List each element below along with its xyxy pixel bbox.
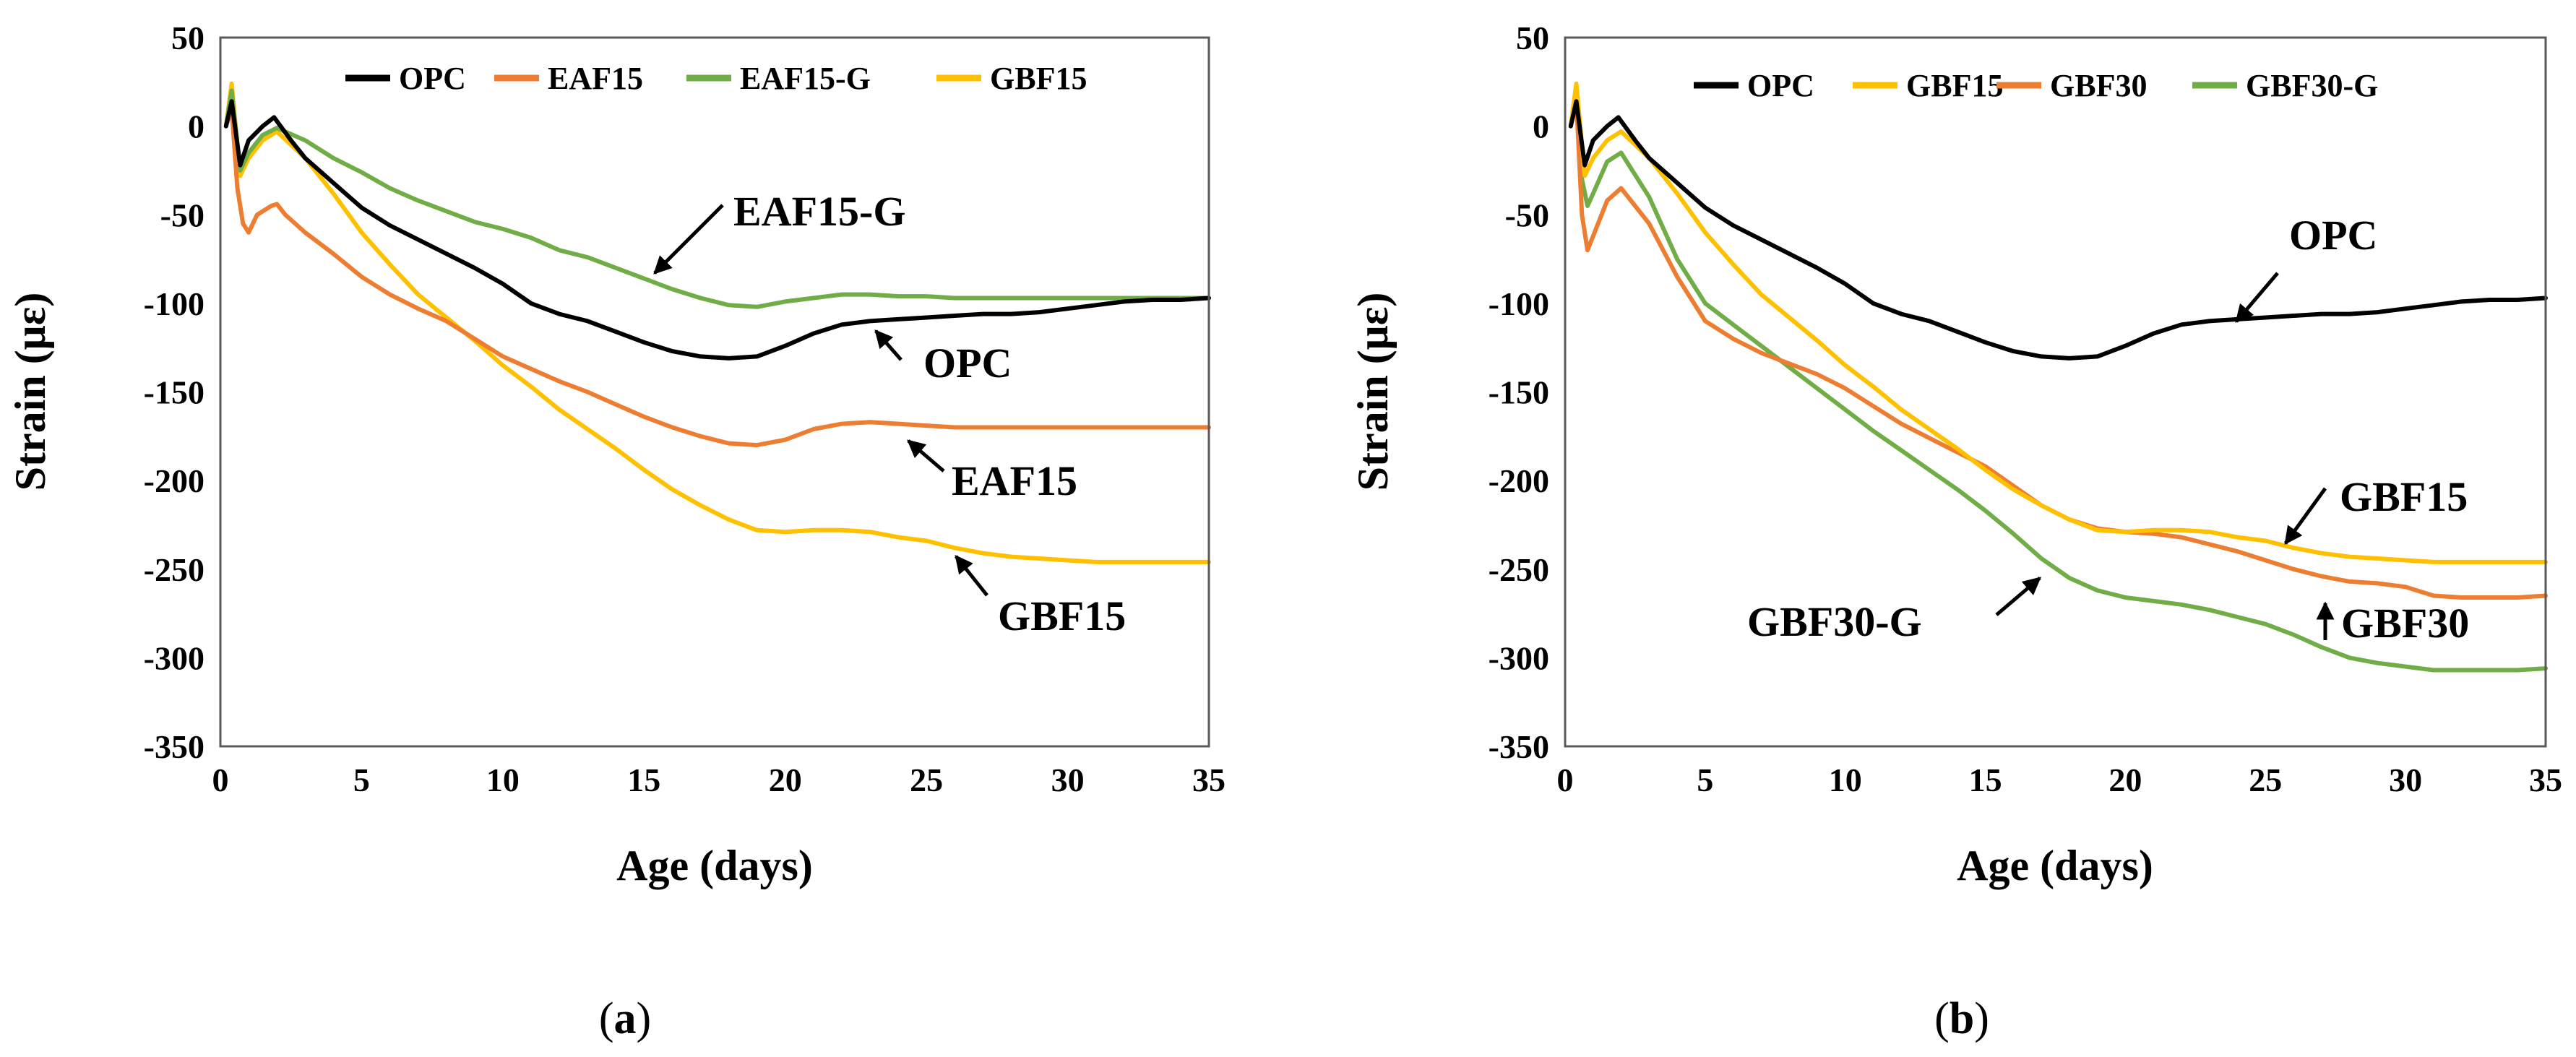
- x-tick-label: 35: [2529, 762, 2562, 798]
- x-tick-label: 20: [769, 762, 802, 798]
- plot-area-frame: [1564, 36, 2547, 748]
- annotation-arrow: [2283, 487, 2327, 545]
- y-tick-label: -250: [1489, 551, 1549, 588]
- legend-label-gbf15: GBF15: [990, 61, 1087, 96]
- x-tick-label: 15: [627, 762, 660, 798]
- x-axis-title: Age (days): [616, 842, 813, 889]
- series-line-opc: [223, 99, 1211, 361]
- y-tick-label: -350: [144, 728, 204, 765]
- legend-box: [1687, 60, 2540, 111]
- y-tick-label: -300: [144, 639, 204, 676]
- y-tick-label: -250: [144, 551, 204, 588]
- annotation-arrow: [2235, 272, 2279, 323]
- annotation-arrow: [653, 204, 724, 275]
- annotation-label-eaf15-g: EAF15-G: [733, 188, 905, 235]
- series-line-gbf30-g: [1568, 88, 2548, 673]
- x-tick-label: 10: [1829, 762, 1862, 798]
- y-tick-label: -200: [1489, 462, 1549, 499]
- y-tick-label: -100: [144, 285, 204, 322]
- x-tick-label: 20: [2108, 762, 2142, 798]
- legend-label-eaf15-g: EAF15-G: [740, 61, 871, 96]
- x-tick-label: 10: [486, 762, 520, 798]
- x-tick-label: 5: [1697, 762, 1713, 798]
- legend-box: [340, 53, 1203, 103]
- x-tick-label: 0: [1557, 762, 1574, 798]
- panel-caption: (a): [599, 994, 651, 1043]
- annotation-arrow: [955, 555, 988, 597]
- annotation-label-gbf15: GBF15: [998, 592, 1126, 639]
- y-tick-label: 50: [171, 20, 204, 56]
- annotation-label-opc: OPC: [923, 340, 1012, 387]
- x-tick-label: 25: [2249, 762, 2282, 798]
- series-line-gbf30: [1568, 97, 2548, 600]
- y-tick-label: 0: [188, 108, 204, 145]
- legend-label-opc: OPC: [1747, 68, 1814, 103]
- series-line-eaf15-g: [223, 88, 1211, 309]
- series-line-opc: [1568, 99, 2548, 361]
- x-tick-label: 35: [1192, 762, 1225, 798]
- y-tick-label: 50: [1516, 20, 1549, 56]
- series-line-gbf15: [1568, 81, 2548, 564]
- series-line-eaf15: [223, 106, 1211, 448]
- y-tick-label: -200: [144, 462, 204, 499]
- panel-caption: (b): [1934, 994, 1989, 1043]
- annotation-arrow: [1995, 577, 2041, 616]
- legend-label-opc: OPC: [399, 61, 466, 96]
- panel-caption-letter: a: [614, 994, 637, 1043]
- panel-caption-letter: b: [1950, 994, 1974, 1043]
- annotation-label-gbf15: GBF15: [2340, 473, 2468, 520]
- legend-label-gbf30-g: GBF30-G: [2246, 68, 2378, 103]
- x-tick-label: 5: [353, 762, 370, 798]
- y-tick-label: -50: [160, 197, 204, 233]
- annotation-arrow: [874, 329, 903, 361]
- annotation-label-eaf15: EAF15: [952, 457, 1077, 504]
- x-tick-label: 15: [1969, 762, 2002, 798]
- x-tick-label: 0: [212, 762, 229, 798]
- y-tick-label: -150: [144, 374, 204, 411]
- y-tick-label: -100: [1489, 285, 1549, 322]
- annotation-label-gbf30-g: GBF30-G: [1747, 598, 1922, 645]
- x-tick-label: 25: [910, 762, 943, 798]
- y-tick-label: 0: [1533, 108, 1549, 145]
- annotation-arrow: [907, 439, 945, 473]
- annotation-label-gbf30: GBF30: [2341, 600, 2469, 647]
- y-tick-label: -300: [1489, 639, 1549, 676]
- y-axis-title: Strain (με): [1349, 293, 1397, 491]
- y-axis-title: Strain (με): [7, 293, 54, 491]
- legend-label-eaf15: EAF15: [548, 61, 643, 96]
- y-tick-label: -50: [1505, 197, 1549, 233]
- y-tick-label: -150: [1489, 374, 1549, 411]
- x-tick-label: 30: [1051, 762, 1085, 798]
- x-tick-label: 30: [2389, 762, 2422, 798]
- annotation-label-opc: OPC: [2289, 212, 2377, 259]
- plot-area-frame: [219, 36, 1210, 748]
- legend-label-gbf15: GBF15: [1906, 68, 2003, 103]
- legend-label-gbf30: GBF30: [2050, 68, 2147, 103]
- y-tick-label: -350: [1489, 728, 1549, 765]
- series-line-gbf15: [223, 81, 1211, 564]
- x-axis-title: Age (days): [1957, 842, 2153, 889]
